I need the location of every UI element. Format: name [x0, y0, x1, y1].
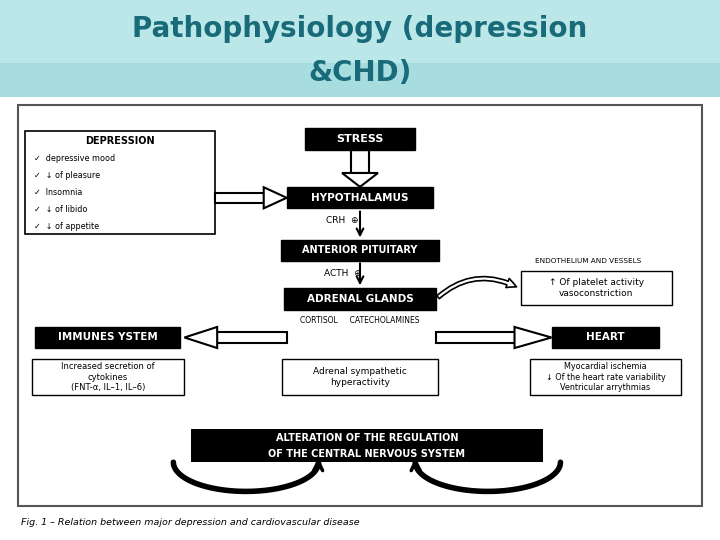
Polygon shape [342, 173, 378, 187]
Text: &CHD): &CHD) [308, 59, 412, 87]
FancyBboxPatch shape [191, 429, 543, 462]
FancyBboxPatch shape [35, 327, 180, 348]
Text: ENDOTHELIUM AND VESSELS: ENDOTHELIUM AND VESSELS [535, 258, 642, 265]
Polygon shape [515, 327, 552, 348]
Bar [217, 332, 287, 343]
Text: Pathophysiology (depression: Pathophysiology (depression [132, 15, 588, 43]
Text: ↑ Of platelet activity
vasoconstriction: ↑ Of platelet activity vasoconstriction [549, 279, 644, 298]
Text: ✓  ↓ of pleasure: ✓ ↓ of pleasure [34, 171, 100, 180]
Text: ✓  depressive mood: ✓ depressive mood [34, 154, 115, 163]
FancyBboxPatch shape [281, 240, 439, 260]
Text: HYPOTHALAMUS: HYPOTHALAMUS [311, 193, 409, 203]
Text: Myocardial ischemia
↓ Of the heart rate variability
Ventricular arrythmias: Myocardial ischemia ↓ Of the heart rate … [546, 362, 665, 392]
Bar [351, 150, 369, 173]
FancyBboxPatch shape [521, 272, 672, 305]
Text: HEART: HEART [586, 333, 625, 342]
Text: ✓  ↓ of appetite: ✓ ↓ of appetite [34, 222, 99, 231]
FancyBboxPatch shape [305, 128, 415, 150]
Text: ADRENAL GLANDS: ADRENAL GLANDS [307, 294, 413, 304]
FancyBboxPatch shape [552, 327, 659, 348]
Text: ✓  Insomnia: ✓ Insomnia [34, 188, 82, 197]
FancyBboxPatch shape [24, 131, 215, 234]
Text: CRH  ⊕: CRH ⊕ [326, 217, 359, 225]
Bar [215, 192, 264, 203]
Text: ACTH  ⊕: ACTH ⊕ [324, 269, 361, 278]
Text: STRESS: STRESS [336, 134, 384, 144]
Text: ALTERATION OF THE REGULATION: ALTERATION OF THE REGULATION [276, 433, 458, 443]
FancyBboxPatch shape [282, 360, 438, 395]
Text: ANTERIOR PITUITARY: ANTERIOR PITUITARY [302, 245, 418, 255]
FancyBboxPatch shape [284, 288, 436, 309]
Bar [0, 0, 720, 63]
Text: CORTISOL     CATECHOLAMINES: CORTISOL CATECHOLAMINES [300, 316, 420, 325]
Text: OF THE CENTRAL NERVOUS SYSTEM: OF THE CENTRAL NERVOUS SYSTEM [269, 449, 465, 459]
Text: Increased secretion of
cytokines
(FNT-α, IL–1, IL–6): Increased secretion of cytokines (FNT-α,… [61, 362, 155, 392]
Bar [436, 332, 515, 343]
Text: ✓  ↓ of libido: ✓ ↓ of libido [34, 205, 87, 214]
Polygon shape [264, 187, 287, 208]
Text: Adrenal sympathetic
hyperactivity: Adrenal sympathetic hyperactivity [313, 368, 407, 387]
Text: DEPRESSION: DEPRESSION [85, 136, 155, 146]
FancyBboxPatch shape [32, 360, 184, 395]
FancyBboxPatch shape [530, 360, 680, 395]
Text: Fig. 1 – Relation between major depression and cardiovascular disease: Fig. 1 – Relation between major depressi… [22, 518, 360, 527]
FancyBboxPatch shape [287, 187, 433, 208]
Text: IMMUNES YSTEM: IMMUNES YSTEM [58, 333, 158, 342]
Polygon shape [184, 327, 217, 348]
